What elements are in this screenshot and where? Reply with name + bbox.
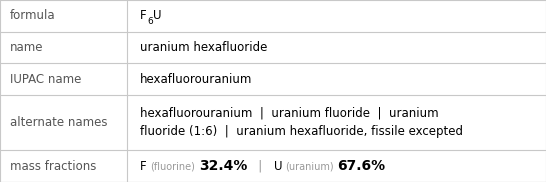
Text: F: F xyxy=(140,9,147,22)
Text: name: name xyxy=(10,41,43,54)
Text: U: U xyxy=(274,160,282,173)
Text: uranium hexafluoride: uranium hexafluoride xyxy=(140,41,268,54)
Text: mass fractions: mass fractions xyxy=(10,160,96,173)
Text: U: U xyxy=(153,9,161,22)
Text: IUPAC name: IUPAC name xyxy=(10,73,81,86)
Text: hexafluorouranium  |  uranium fluoride  |  uranium
fluoride (1:6)  |  uranium he: hexafluorouranium | uranium fluoride | u… xyxy=(140,107,464,138)
Text: F: F xyxy=(140,160,147,173)
Text: hexafluorouranium: hexafluorouranium xyxy=(140,73,253,86)
Text: formula: formula xyxy=(10,9,56,22)
Text: |: | xyxy=(247,160,274,173)
Text: (fluorine): (fluorine) xyxy=(150,161,195,171)
Text: 67.6%: 67.6% xyxy=(337,159,385,173)
Text: (uranium): (uranium) xyxy=(285,161,334,171)
Text: 6: 6 xyxy=(147,17,153,26)
Text: alternate names: alternate names xyxy=(10,116,108,129)
Text: 32.4%: 32.4% xyxy=(199,159,247,173)
